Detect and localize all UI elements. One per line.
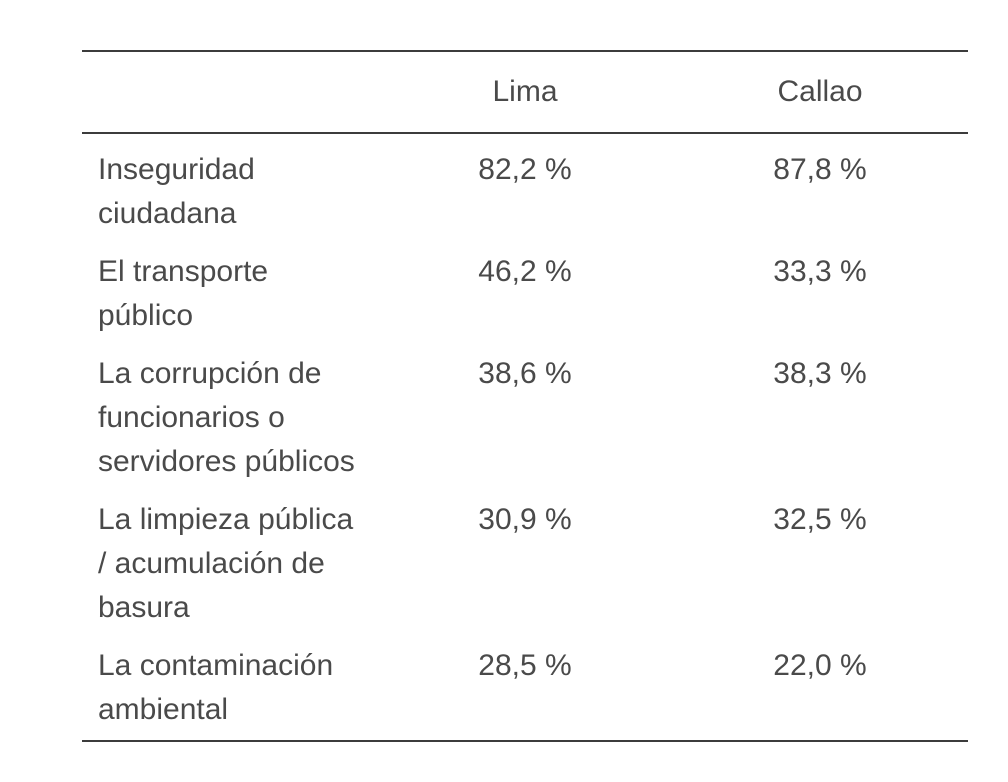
- row-label-line: La corrupción de: [98, 357, 322, 390]
- row-label-line: público: [98, 299, 194, 332]
- row-label-line: funcionarios o: [98, 401, 285, 434]
- callao-value: 87,8 %: [773, 153, 867, 186]
- row-label-line: servidores públicos: [98, 445, 355, 478]
- problems-table: Lima Callao Inseguridad ciudadana 82,2 %…: [82, 50, 968, 742]
- lima-value: 30,9 %: [478, 503, 572, 536]
- table-row: El transporte público 46,2 % 33,3 %: [82, 250, 968, 352]
- row-label-line: La contaminación: [98, 649, 334, 682]
- lima-value: 46,2 %: [478, 255, 572, 288]
- lima-value: 38,6 %: [478, 357, 572, 390]
- row-label-line: ciudadana: [98, 197, 237, 230]
- row-label-line: El transporte: [98, 255, 269, 288]
- row-label: La contaminación ambiental: [82, 644, 378, 741]
- lima-value: 82,2 %: [478, 153, 572, 186]
- row-label: La limpieza pública / acumulación de bas…: [82, 498, 378, 644]
- table-row: La corrupción de funcionarios o servidor…: [82, 352, 968, 498]
- row-label: Inseguridad ciudadana: [82, 133, 378, 250]
- data-table-container: Lima Callao Inseguridad ciudadana 82,2 %…: [82, 50, 968, 742]
- header-callao: Callao: [777, 75, 863, 108]
- row-label-line: Inseguridad: [98, 153, 255, 186]
- row-label-line: / acumulación de: [98, 547, 325, 580]
- table-row: La contaminación ambiental 28,5 % 22,0 %: [82, 644, 968, 741]
- row-label-line: ambiental: [98, 693, 229, 726]
- header-row: Lima Callao: [82, 51, 968, 133]
- row-label-line: basura: [98, 591, 190, 624]
- row-label: El transporte público: [82, 250, 378, 352]
- callao-value: 22,0 %: [773, 649, 867, 682]
- table-row: La limpieza pública / acumulación de bas…: [82, 498, 968, 644]
- callao-value: 33,3 %: [773, 255, 867, 288]
- callao-value: 32,5 %: [773, 503, 867, 536]
- table-row: Inseguridad ciudadana 82,2 % 87,8 %: [82, 133, 968, 250]
- header-lima: Lima: [492, 75, 558, 108]
- lima-value: 28,5 %: [478, 649, 572, 682]
- callao-value: 38,3 %: [773, 357, 867, 390]
- header-empty: [82, 51, 378, 133]
- row-label: La corrupción de funcionarios o servidor…: [82, 352, 378, 498]
- row-label-line: La limpieza pública: [98, 503, 354, 536]
